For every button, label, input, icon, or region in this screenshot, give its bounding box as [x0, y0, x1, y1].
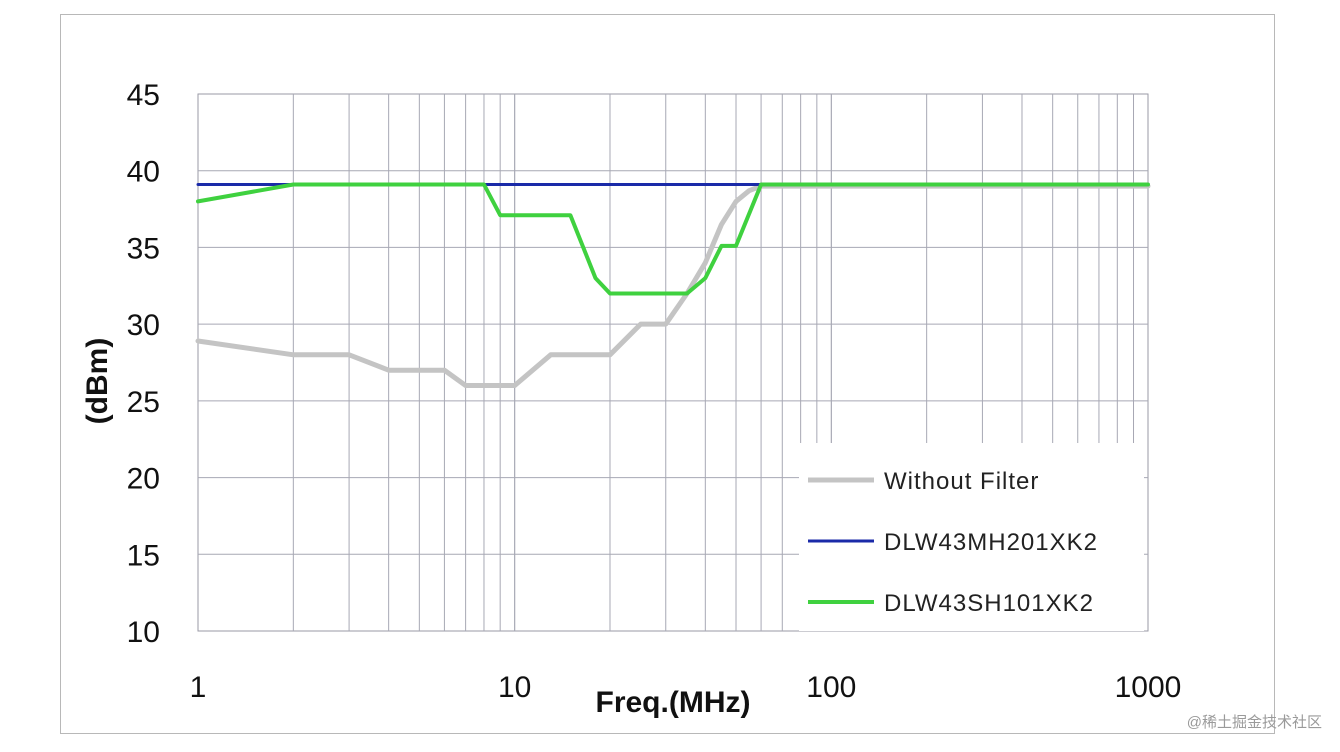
y-axis-title: (dBm): [81, 338, 114, 425]
chart-frame: Without Filter DLW43MH201XK2 DLW43SH101XK2…: [60, 14, 1275, 734]
x-tick-label: 10: [498, 671, 531, 704]
watermark-text: @稀土掘金技术社区: [1186, 714, 1322, 731]
y-tick-label: 25: [127, 386, 160, 419]
y-tick-label: 40: [127, 156, 160, 189]
x-tick-label: 1000: [1115, 671, 1182, 704]
y-tick-label: 30: [127, 309, 160, 342]
x-tick-label: 1: [190, 671, 207, 704]
legend-box: [799, 443, 1144, 631]
y-tick-label: 20: [127, 463, 160, 496]
series-layer: [195, 182, 1151, 388]
series-line-3: [196, 182, 1150, 296]
x-tick-label: 100: [806, 671, 856, 704]
legend-label-2: DLW43MH201XK2: [884, 529, 1098, 556]
chart-svg: Without Filter DLW43MH201XK2 DLW43SH101XK2…: [81, 79, 1182, 719]
y-tick-label: 35: [127, 232, 160, 265]
legend-label-3: DLW43SH101XK2: [884, 590, 1094, 617]
legend: Without Filter DLW43MH201XK2 DLW43SH101XK2: [799, 443, 1144, 631]
y-tick-label: 10: [127, 616, 160, 649]
x-axis-title: Freq.(MHz): [596, 686, 751, 719]
legend-label-1: Without Filter: [884, 468, 1039, 495]
series-line-1: [195, 183, 1151, 388]
y-tick-label: 15: [127, 539, 160, 572]
plot-area-border: [197, 93, 1149, 632]
y-tick-label: 45: [127, 79, 160, 112]
tick-labels: 45 40 35 30 25 20 15 10 1 10 100 1000: [127, 79, 1182, 704]
